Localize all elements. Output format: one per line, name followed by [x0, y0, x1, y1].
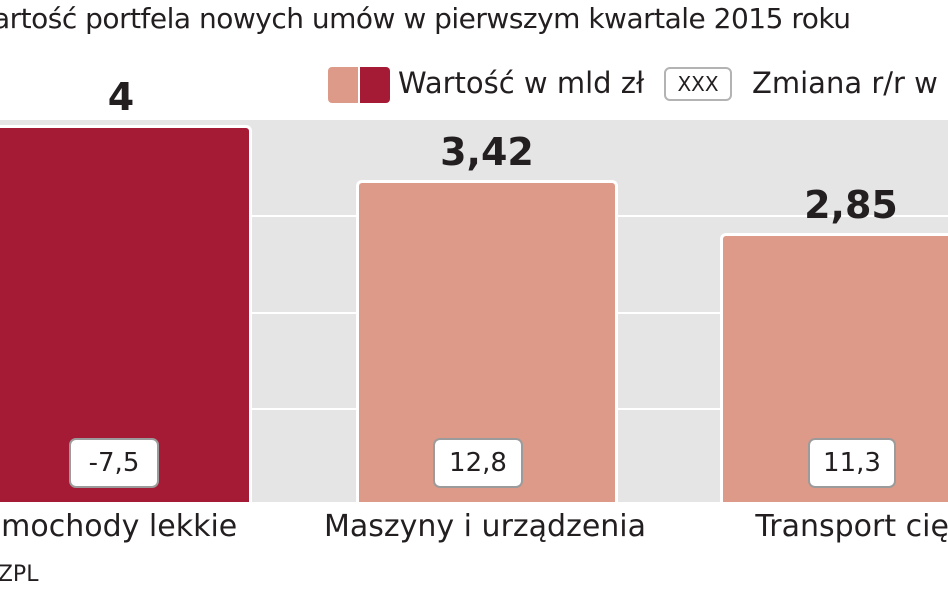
category-label: amochody lekkie	[0, 509, 238, 544]
bar-value-label: 4	[107, 75, 135, 119]
legend-swatch-light	[328, 67, 358, 103]
legend-swatch-dark	[360, 67, 390, 103]
category-label: Maszyny i urządzenia	[323, 509, 647, 544]
bar-value-label: 2,85	[804, 183, 898, 228]
change-label: 12,8	[433, 438, 523, 488]
change-label: -7,5	[69, 438, 159, 488]
chart-title: artość portfela nowych umów w pierwszym …	[0, 2, 851, 35]
legend-value-label: Wartość w mld zł	[398, 66, 645, 100]
legend-change-sample: XXX	[664, 67, 732, 101]
source-note: o: ZPL	[0, 562, 39, 587]
change-label: 11,3	[808, 438, 896, 488]
bar-value-label: 3,42	[440, 129, 534, 174]
category-label: Transport cięż	[755, 509, 948, 544]
legend-change-label: Zmiana r/r w	[752, 66, 938, 100]
